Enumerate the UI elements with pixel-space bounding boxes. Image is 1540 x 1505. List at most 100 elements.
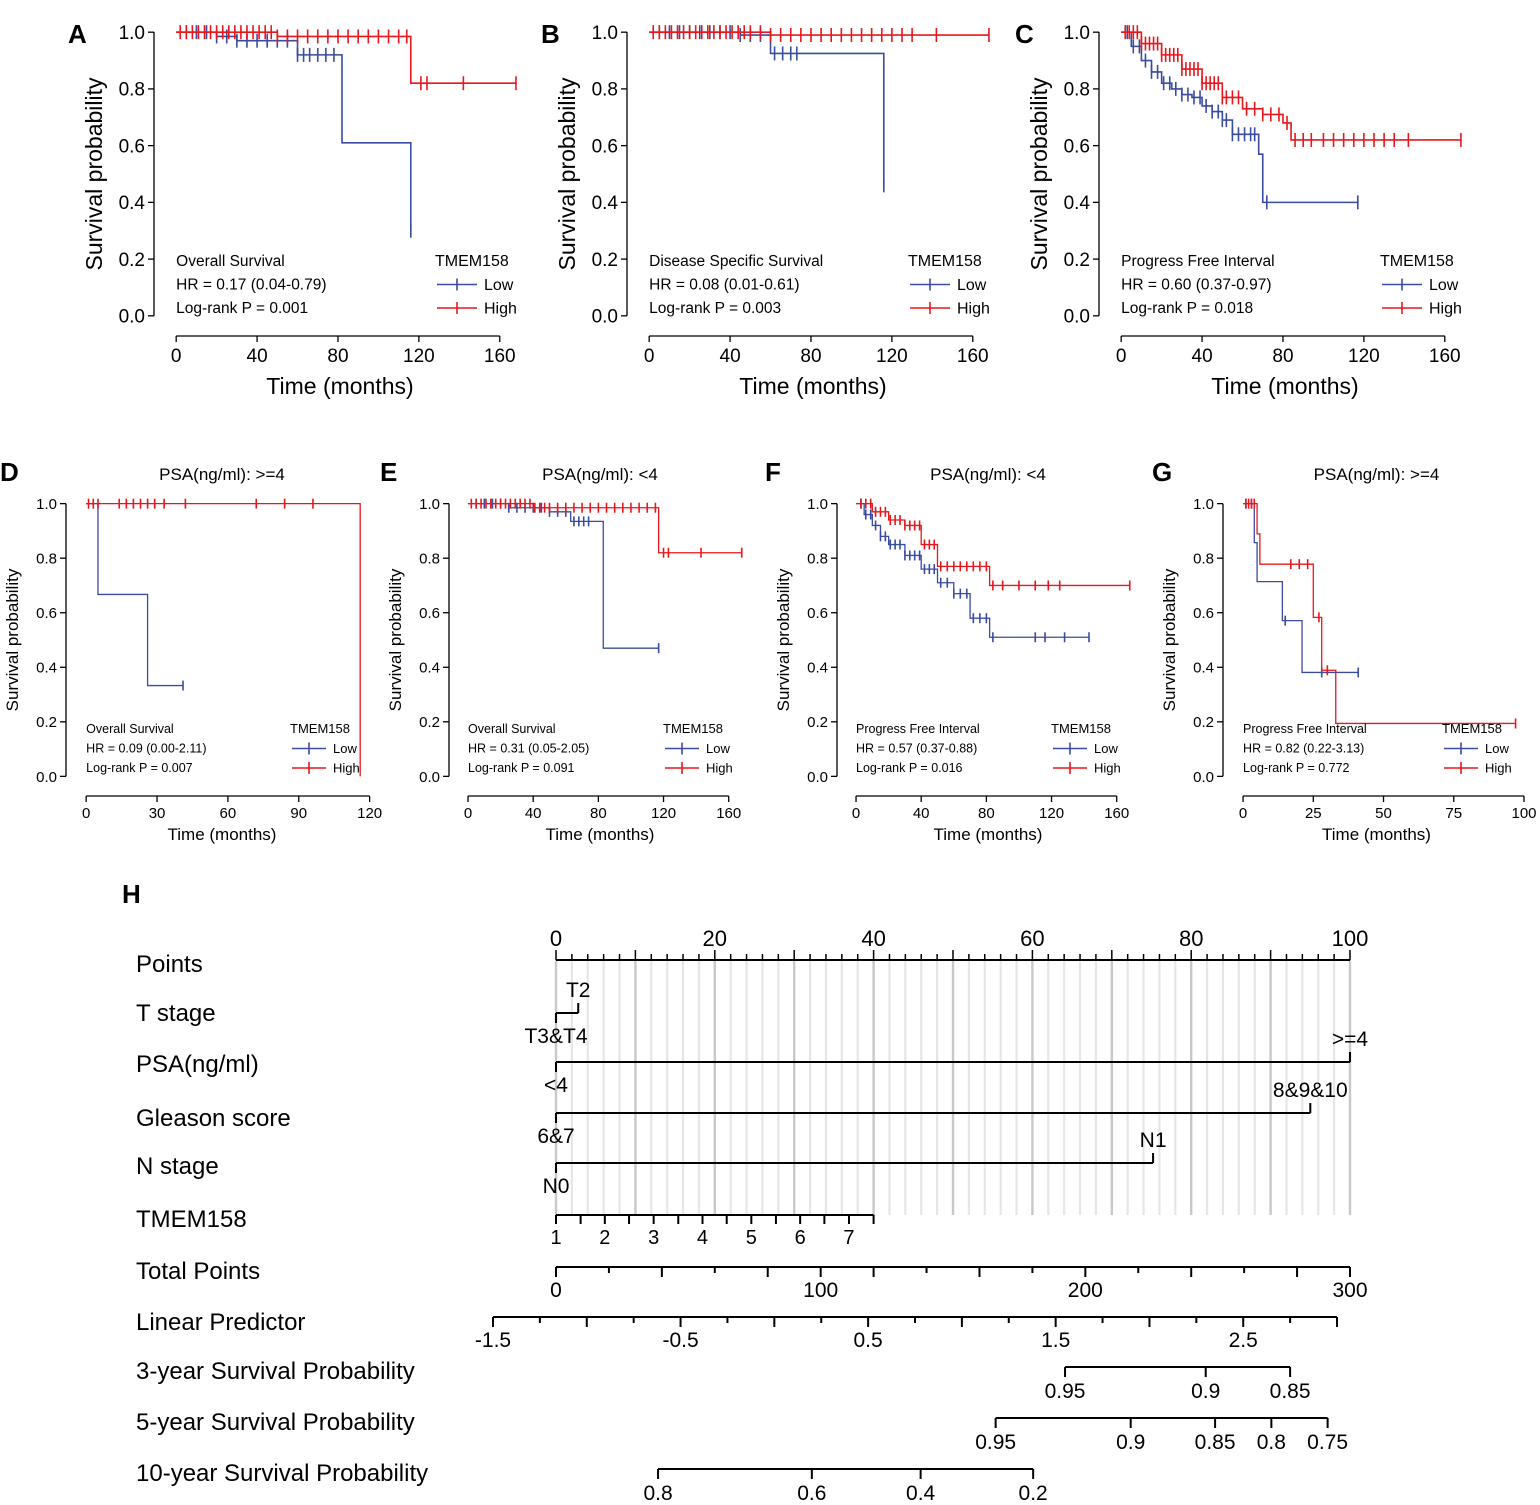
panel-letter: C bbox=[1015, 19, 1034, 49]
y-tick-label: 0.4 bbox=[419, 660, 440, 677]
nomo-level-label: N1 bbox=[1140, 1129, 1167, 1152]
y-tick-label: 1.0 bbox=[1193, 496, 1214, 513]
legend-entry-high: High bbox=[957, 301, 990, 318]
nomo-scale-label: 0.85 bbox=[1195, 1431, 1236, 1454]
km-curve-high bbox=[176, 31, 516, 85]
x-tick-label: 40 bbox=[247, 346, 268, 367]
km-panel-e: E PSA(ng/ml): <4 0 40 80 120 160 0.0 0.2 0.4 0.6 0.… bbox=[380, 457, 743, 844]
legend-entry-low: Low bbox=[706, 741, 730, 756]
stat-annotation-line: Log-rank P = 0.772 bbox=[1243, 761, 1349, 775]
panel-title: PSA(ng/ml): <4 bbox=[542, 465, 658, 484]
nomo-scale-label: 2 bbox=[599, 1227, 610, 1249]
points-axis-tick-label: 20 bbox=[703, 926, 727, 951]
y-tick-label: 0.0 bbox=[419, 769, 440, 786]
y-tick-label: 0.2 bbox=[419, 714, 440, 731]
x-tick-label: 80 bbox=[590, 805, 607, 822]
y-tick-label: 0.2 bbox=[1193, 714, 1214, 731]
row-label-total-points: Total Points bbox=[136, 1258, 260, 1285]
nomo-level-label: 8&9&10 bbox=[1273, 1079, 1348, 1102]
panel-letter: F bbox=[765, 457, 781, 487]
nomo-level-label: T3&T4 bbox=[524, 1025, 587, 1048]
panel-title: PSA(ng/ml): >=4 bbox=[159, 465, 285, 484]
legend-entry-low: Low bbox=[1429, 277, 1459, 294]
nomo-scale-label: 0.2 bbox=[1019, 1482, 1048, 1505]
legend-entry-high: High bbox=[1485, 761, 1512, 776]
stat-annotation-line: HR = 0.09 (0.00-2.11) bbox=[86, 742, 206, 756]
y-tick-label: 0.4 bbox=[807, 660, 828, 677]
nomo-scale-label: 0.6 bbox=[797, 1482, 826, 1505]
nomo-level-label: <4 bbox=[544, 1074, 568, 1097]
x-axis-label: Time (months) bbox=[168, 825, 277, 844]
x-tick-label: 40 bbox=[720, 346, 741, 367]
x-tick-label: 80 bbox=[1272, 346, 1293, 367]
x-tick-label: 0 bbox=[464, 805, 472, 822]
stat-annotation-line: Log-rank P = 0.003 bbox=[649, 300, 781, 317]
row-label-tmem158: TMEM158 bbox=[136, 1206, 247, 1233]
km-curve-high bbox=[1243, 502, 1516, 725]
points-axis-tick-label: 100 bbox=[1332, 926, 1369, 951]
legend-entry-low: Low bbox=[1094, 741, 1118, 756]
y-axis-label: Survival probability bbox=[1026, 77, 1052, 271]
stat-annotation-line: HR = 0.08 (0.01-0.61) bbox=[649, 277, 799, 294]
x-tick-label: 120 bbox=[876, 346, 908, 367]
nomo-scale-label: 0.8 bbox=[1257, 1431, 1286, 1454]
y-tick-label: 0.6 bbox=[119, 136, 145, 157]
x-tick-label: 160 bbox=[957, 346, 989, 367]
legend-title: TMEM158 bbox=[290, 721, 350, 736]
row-label-points: Points bbox=[136, 951, 203, 978]
nomo-level-label: >=4 bbox=[1332, 1028, 1369, 1051]
legend-title: TMEM158 bbox=[908, 253, 982, 270]
stat-annotation-line: Log-rank P = 0.016 bbox=[856, 761, 962, 775]
x-tick-label: 160 bbox=[1429, 346, 1461, 367]
panel-letter: B bbox=[541, 19, 560, 49]
stat-annotation-line: Progress Free Interval bbox=[856, 722, 980, 736]
y-axis-label: Survival probability bbox=[81, 77, 107, 271]
km-curve-low bbox=[1121, 31, 1358, 204]
nomo-level-label: 6&7 bbox=[537, 1125, 574, 1148]
legend-entry-low: Low bbox=[1485, 741, 1509, 756]
x-axis-label: Time (months) bbox=[739, 373, 886, 399]
x-tick-label: 120 bbox=[1348, 346, 1380, 367]
row-label-t-stage: T stage bbox=[136, 1000, 216, 1027]
stat-annotation-line: Log-rank P = 0.018 bbox=[1121, 300, 1253, 317]
stat-annotation-line: Overall Survival bbox=[176, 253, 285, 270]
nomo-scale-label: 0.95 bbox=[1045, 1380, 1086, 1403]
nomo-scale-label: 0.9 bbox=[1191, 1380, 1220, 1403]
x-tick-label: 100 bbox=[1511, 805, 1536, 822]
y-tick-label: 0.8 bbox=[419, 551, 440, 568]
stat-annotation-line: Overall Survival bbox=[86, 722, 174, 736]
nomo-scale-label: 3 bbox=[648, 1227, 659, 1249]
legend-entry-high: High bbox=[706, 761, 733, 776]
panel-letter: G bbox=[1152, 457, 1172, 487]
km-curve-low bbox=[176, 31, 412, 231]
nomo-scale-label: 0 bbox=[550, 1279, 562, 1302]
y-tick-label: 0.4 bbox=[1193, 660, 1214, 677]
legend-title: TMEM158 bbox=[1051, 721, 1111, 736]
points-axis-tick-label: 60 bbox=[1020, 926, 1044, 951]
km-curve-low bbox=[86, 502, 184, 687]
km-panel-b: B 0 40 80 120 160 0.0 0.2 0.4 0.6 0.8 1.0 Time (mont… bbox=[541, 19, 990, 399]
nomo-scale-label: 0.4 bbox=[906, 1482, 936, 1505]
x-axis-label: Time (months) bbox=[934, 825, 1043, 844]
x-tick-label: 0 bbox=[1239, 805, 1247, 822]
legend-title: TMEM158 bbox=[663, 721, 723, 736]
y-tick-label: 1.0 bbox=[419, 496, 440, 513]
x-tick-label: 75 bbox=[1445, 805, 1462, 822]
legend-entry-high: High bbox=[484, 301, 517, 318]
y-tick-label: 0.4 bbox=[1064, 193, 1091, 214]
y-tick-label: 0.0 bbox=[1064, 307, 1090, 328]
km-curve-low bbox=[1243, 502, 1359, 674]
km-panel-g: G PSA(ng/ml): >=4 0 25 50 75 100 0.0 0.2 0.4 0.6 0.… bbox=[1152, 457, 1537, 844]
km-panels: A 0 40 80 120 160 0.0 0.2 0.4 0.6 0.8 1.0 Time (mont… bbox=[0, 19, 1537, 844]
y-tick-label: 0.0 bbox=[1193, 769, 1214, 786]
y-tick-label: 0.6 bbox=[592, 136, 618, 157]
stat-annotation-line: HR = 0.31 (0.05-2.05) bbox=[468, 742, 589, 756]
nomo-scale-label: 4 bbox=[697, 1227, 708, 1249]
points-axis-tick-label: 80 bbox=[1179, 926, 1203, 951]
panel-letter: H bbox=[122, 879, 141, 909]
y-tick-label: 0.8 bbox=[1193, 551, 1214, 568]
nomo-scale-label: 300 bbox=[1332, 1279, 1367, 1302]
y-tick-label: 0.4 bbox=[592, 193, 619, 214]
nomo-level-label: T2 bbox=[566, 979, 591, 1002]
